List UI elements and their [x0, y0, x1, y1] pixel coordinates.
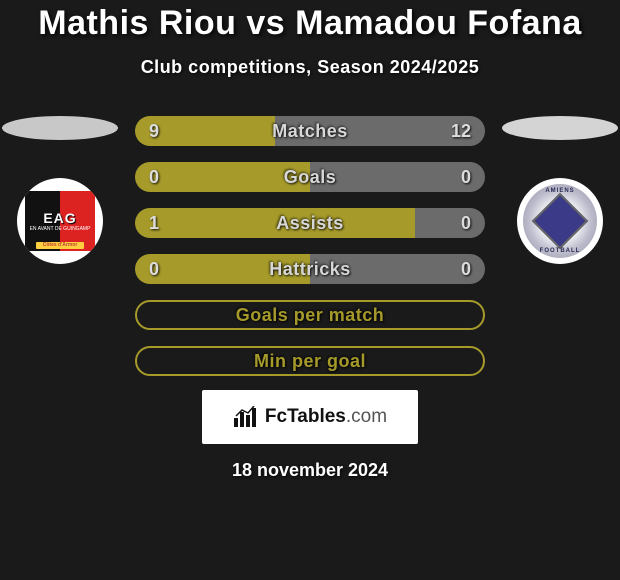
stat-value-right: 0 [461, 213, 471, 234]
stat-row-hattricks: 0 0 Hattricks [135, 254, 485, 284]
stat-label: Matches [272, 121, 348, 142]
eag-sub2: Côtes d'Armor [36, 242, 84, 249]
comparison-card: Mathis Riou vs Mamadou Fofana Club compe… [0, 0, 620, 481]
player2-club-badge: AMIENS FOOTBALL [517, 178, 603, 264]
stat-label: Hattricks [269, 259, 351, 280]
branding-box: FcTables.com [202, 390, 418, 444]
stat-value-left: 0 [149, 167, 159, 188]
branding-name: FcTables [265, 406, 346, 427]
stat-row-goals: 0 0 Goals [135, 162, 485, 192]
player1-oval [2, 116, 118, 140]
branding-domain: .com [346, 406, 387, 427]
chart-icon [233, 406, 259, 428]
fill-right [415, 208, 485, 238]
stat-bars: 9 12 Matches 0 0 Goals 1 0 Assists 0 0 Hattricks Goa… [135, 116, 485, 376]
stat-label: Goals per match [236, 305, 385, 326]
right-column: AMIENS FOOTBALL [500, 116, 620, 264]
stat-value-right: 0 [461, 167, 471, 188]
stat-label: Assists [276, 213, 344, 234]
player1-club-badge: EAG EN AVANT DE GUINGAMP Côtes d'Armor [17, 178, 103, 264]
stat-value-right: 12 [451, 121, 471, 142]
title-vs: vs [246, 4, 285, 42]
fill-left [135, 208, 415, 238]
stat-row-goals-per-match: Goals per match [135, 300, 485, 330]
eag-abbrev: EAG [43, 210, 76, 226]
eag-sub1: EN AVANT DE GUINGAMP [30, 226, 91, 232]
amiens-inner-shape [532, 193, 589, 250]
stat-row-assists: 1 0 Assists [135, 208, 485, 238]
stat-value-left: 0 [149, 259, 159, 280]
stat-value-left: 9 [149, 121, 159, 142]
amiens-bottom: FOOTBALL [523, 248, 597, 254]
page-title: Mathis Riou vs Mamadou Fofana [0, 4, 620, 43]
stat-label: Min per goal [254, 351, 366, 372]
stat-row-min-per-goal: Min per goal [135, 346, 485, 376]
stat-label: Goals [284, 167, 337, 188]
date-label: 18 november 2024 [0, 460, 620, 481]
player2-oval [502, 116, 618, 140]
amiens-logo: AMIENS FOOTBALL [523, 184, 597, 258]
branding-text: FcTables.com [265, 406, 387, 428]
title-player2: Mamadou Fofana [295, 4, 582, 42]
subtitle: Club competitions, Season 2024/2025 [0, 57, 620, 78]
body: EAG EN AVANT DE GUINGAMP Côtes d'Armor A… [0, 116, 620, 481]
title-player1: Mathis Riou [38, 4, 236, 42]
stat-value-left: 1 [149, 213, 159, 234]
eag-logo: EAG EN AVANT DE GUINGAMP Côtes d'Armor [25, 191, 95, 251]
left-column: EAG EN AVANT DE GUINGAMP Côtes d'Armor [0, 116, 120, 264]
stat-value-right: 0 [461, 259, 471, 280]
stat-row-matches: 9 12 Matches [135, 116, 485, 146]
